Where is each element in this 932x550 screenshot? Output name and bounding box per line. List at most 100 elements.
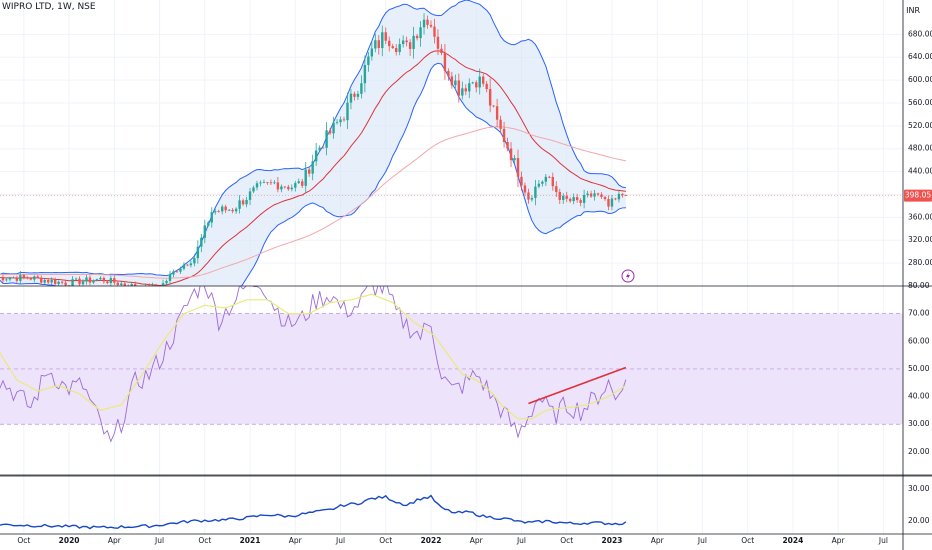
candle-body [106,281,109,284]
candle-body [342,119,346,121]
candle-body [172,271,175,275]
candle-body [384,32,387,41]
candle-body [624,195,628,196]
candle-body [234,208,238,212]
candle-body [123,283,126,286]
candle-body [88,277,92,283]
candle-body [314,150,318,162]
candle-body [544,176,548,182]
candle-body [335,122,339,124]
candle-body [374,40,377,49]
price-tick-label: 680.00 [908,29,932,38]
candle-body [227,209,231,211]
candle-body [57,281,60,285]
candle-body [130,284,133,286]
candle-body [422,19,426,28]
candle-body [607,199,610,207]
candle-body [255,183,259,188]
lower-tick-label: 30.00 [908,484,930,493]
candle-body [436,36,440,49]
price-tick-label: 640.00 [908,52,932,61]
candle-body [332,122,335,134]
candle-body [26,277,29,279]
candle-body [353,93,356,97]
candle-body [203,225,206,238]
candle-body [457,80,461,96]
candle-body [492,105,495,107]
bollinger-lower [0,62,626,286]
candle-body [311,161,314,174]
candle-body [388,40,391,47]
candle-body [276,182,280,190]
candle-body [266,182,269,184]
candle-body [325,130,328,148]
time-tick-label: Jul [154,536,164,545]
candle-body [297,181,300,184]
candle-body [64,282,67,286]
candle-body [238,200,241,209]
candle-body [47,280,50,283]
candle-body [478,76,481,88]
candle-body [339,119,342,123]
candle-body [398,44,401,53]
rsi-tick-label: 20.00 [908,447,930,456]
candle-body [109,278,113,284]
candle-body [221,206,224,212]
candle-body [569,198,572,202]
candle-body [144,285,147,286]
rsi-axis[interactable]: 80.00 70.00 60.00 50.00 40.00 30.00 20.00 [908,281,930,456]
time-tick-label: Oct [741,536,754,545]
candle-body [499,119,502,129]
candle-body [485,83,488,90]
lower-pane[interactable] [0,494,627,530]
time-tick-label: Apr [108,536,122,545]
time-tick-label: Jul [516,536,526,545]
time-tick-label: Apr [470,536,484,545]
currency-label: INR [906,6,920,15]
candle-body [401,40,405,45]
candle-body [182,264,186,269]
candle-body [193,258,196,264]
candle-body [555,186,558,192]
candles [0,13,628,286]
candle-body [367,56,370,65]
candle-body [391,46,394,49]
candle-body [283,186,287,188]
time-tick-label: Oct [379,536,392,545]
candle-body [603,196,607,200]
candle-body [405,40,408,43]
candle-body [43,280,46,283]
lightning-bolt-icon[interactable] [621,269,635,283]
rsi-pane[interactable] [0,279,903,443]
candle-body [224,206,227,211]
candle-body [53,279,57,285]
candle-body [488,89,492,106]
time-tick-label: 2020 [59,536,80,545]
candle-body [454,80,457,86]
candle-body [200,237,203,247]
candle-body [241,200,245,205]
price-axis[interactable]: 680.00 640.00 600.00 560.00 520.00 480.00 440.… [908,29,932,267]
candle-body [516,158,520,177]
rsi-tick-label: 80.00 [908,281,930,290]
time-axis[interactable]: Oct 2020 Apr Jul Oct 2021 Apr Jul Oct 2022 Apr Jul O… [17,536,888,545]
candle-body [318,147,321,151]
candle-body [161,283,165,286]
candle-body [520,176,523,186]
candle-body [304,169,307,186]
time-tick-label: Apr [289,536,303,545]
candle-body [252,187,255,192]
candle-body [523,185,527,193]
candle-body [214,211,217,213]
candle-body [447,70,450,77]
candle-body [349,93,353,103]
candle-body [0,277,1,278]
candle-body [589,193,593,197]
time-tick-label: 2021 [240,536,261,545]
price-pane[interactable] [0,0,903,313]
lower-axis[interactable]: 30.00 20.00 [908,484,930,525]
rsi-trendline[interactable] [528,366,627,405]
rsi-tick-label: 70.00 [908,309,930,318]
